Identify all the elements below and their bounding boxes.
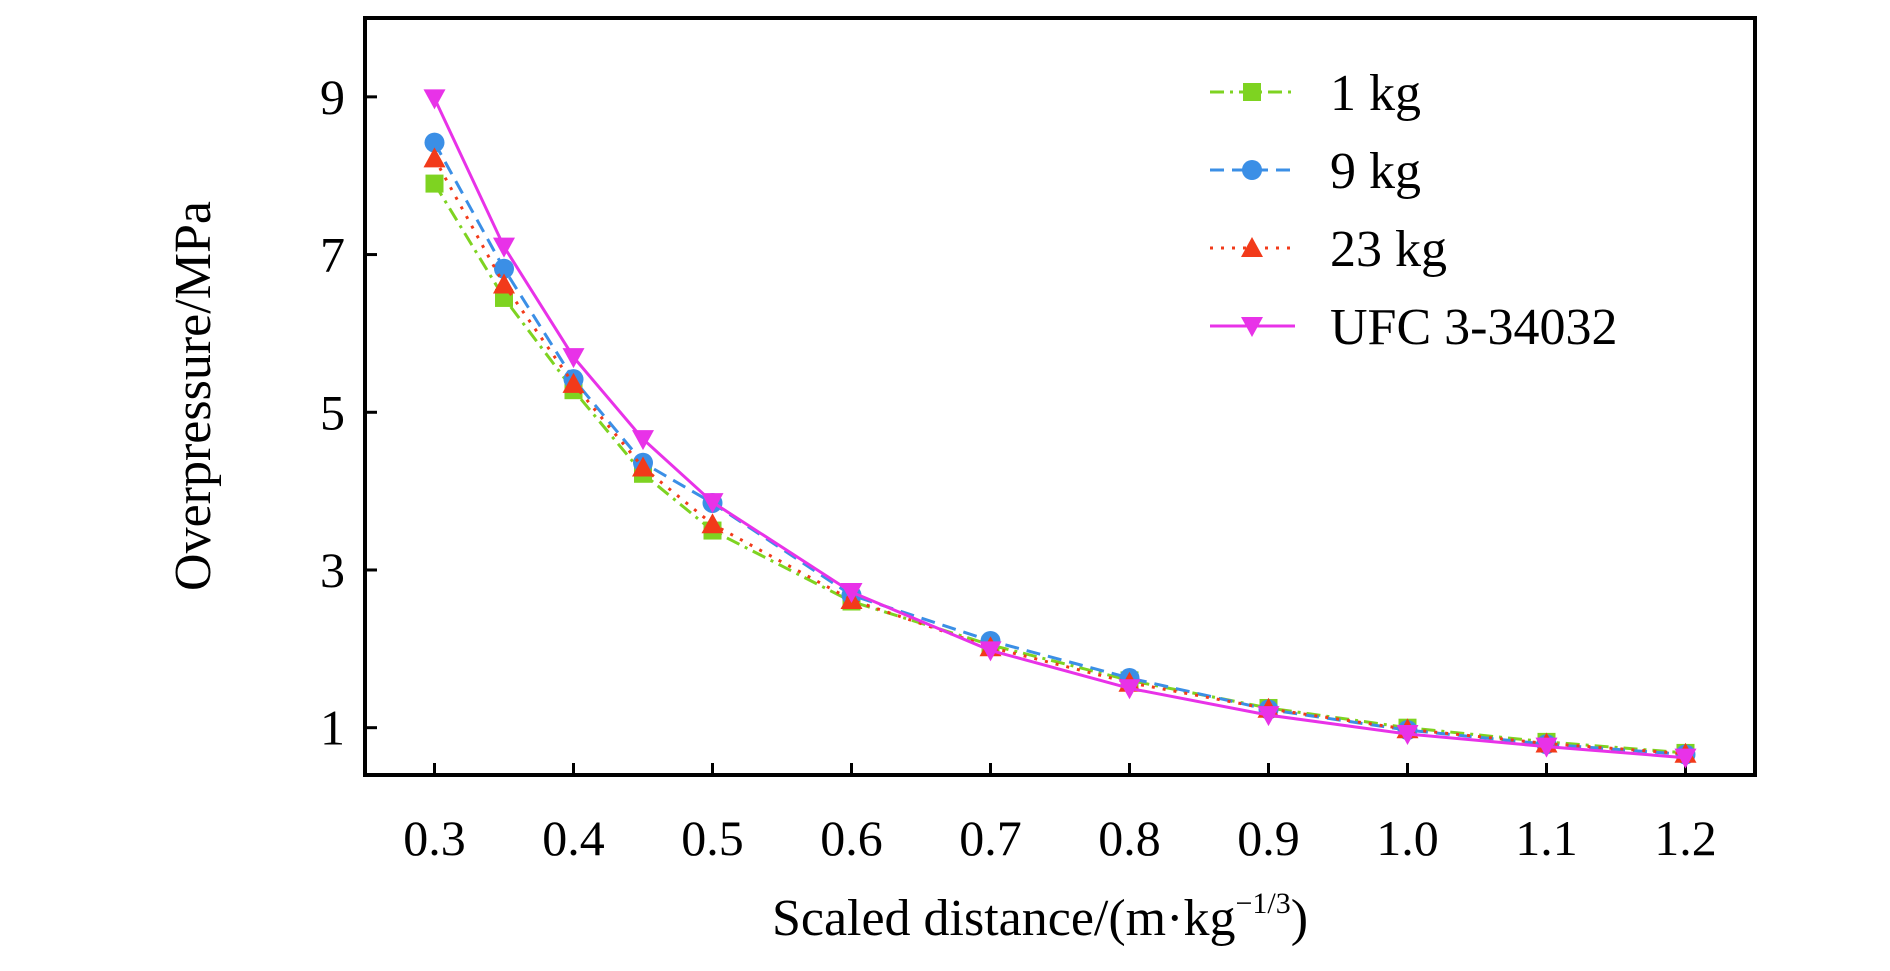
legend-entry: 23 kg bbox=[1210, 221, 1447, 278]
data-point bbox=[840, 583, 863, 604]
x-tick-label: 0.9 bbox=[1237, 810, 1300, 866]
x-axis-title-close: ) bbox=[1291, 890, 1308, 947]
y-axis-ticks: 1 3 5 7 9 bbox=[320, 69, 377, 756]
series-0 bbox=[425, 174, 1695, 762]
data-point bbox=[562, 348, 585, 369]
x-tick-label: 0.8 bbox=[1098, 810, 1161, 866]
data-point bbox=[701, 513, 724, 534]
x-tick-label: 0.7 bbox=[959, 810, 1022, 866]
y-axis-title: Overpressure/MPa bbox=[165, 201, 222, 591]
data-point bbox=[979, 641, 1002, 662]
data-point bbox=[493, 273, 515, 294]
legend-label: 23 kg bbox=[1330, 221, 1447, 278]
data-point bbox=[423, 147, 446, 168]
x-tick-label: 0.4 bbox=[542, 810, 605, 866]
data-point bbox=[493, 237, 515, 258]
x-axis-title-main: Scaled distance/(m·kg bbox=[772, 890, 1236, 947]
data-point bbox=[1118, 679, 1141, 700]
legend: 1 kg 9 kg 23 kg UFC 3-34032 bbox=[1210, 65, 1617, 356]
x-tick-label: 1.2 bbox=[1654, 810, 1717, 866]
legend-entry: 1 kg bbox=[1210, 65, 1421, 122]
data-point bbox=[423, 89, 446, 110]
data-point bbox=[701, 493, 724, 514]
x-axis-ticks: 0.3 0.4 0.5 0.6 0.7 0.8 0.9 1.0 1.1 1.2 bbox=[403, 763, 1717, 866]
legend-label: 1 kg bbox=[1330, 65, 1421, 122]
data-point bbox=[1535, 737, 1558, 758]
data-point bbox=[632, 430, 654, 451]
series-line bbox=[433, 141, 1686, 756]
legend-entry: UFC 3-34032 bbox=[1210, 299, 1617, 356]
legend-marker bbox=[1242, 160, 1262, 180]
data-point bbox=[1674, 748, 1697, 769]
data-point bbox=[562, 372, 585, 393]
legend-label: UFC 3-34032 bbox=[1330, 299, 1617, 356]
x-tick-label: 1.0 bbox=[1376, 810, 1439, 866]
x-tick-label: 1.1 bbox=[1515, 810, 1578, 866]
data-point bbox=[424, 132, 445, 153]
x-tick-label: 0.6 bbox=[820, 810, 883, 866]
y-tick-label: 9 bbox=[320, 69, 345, 125]
y-tick-label: 5 bbox=[320, 384, 345, 440]
legend-entry: 9 kg bbox=[1210, 143, 1421, 200]
y-tick-label: 7 bbox=[320, 227, 345, 283]
series-line bbox=[433, 157, 1686, 756]
data-point bbox=[632, 456, 654, 477]
data-point bbox=[1396, 724, 1419, 745]
series-3 bbox=[423, 89, 1697, 769]
series-line bbox=[433, 182, 1686, 755]
legend-marker bbox=[1241, 237, 1263, 257]
x-tick-label: 0.3 bbox=[403, 810, 466, 866]
plot-frame bbox=[363, 16, 1757, 777]
legend-marker bbox=[1243, 83, 1261, 101]
legend-label: 9 kg bbox=[1330, 143, 1421, 200]
data-point bbox=[1257, 706, 1280, 727]
series-layer bbox=[423, 89, 1697, 769]
x-tick-label: 0.5 bbox=[681, 810, 744, 866]
x-axis-title-sup: −1/3 bbox=[1235, 887, 1290, 920]
x-axis-title: Scaled distance/(m·kg−1/3) bbox=[772, 887, 1308, 947]
legend-marker bbox=[1241, 317, 1263, 337]
y-tick-label: 1 bbox=[320, 700, 345, 756]
data-point bbox=[425, 174, 444, 193]
y-tick-label: 3 bbox=[320, 542, 345, 598]
series-line bbox=[433, 97, 1686, 760]
